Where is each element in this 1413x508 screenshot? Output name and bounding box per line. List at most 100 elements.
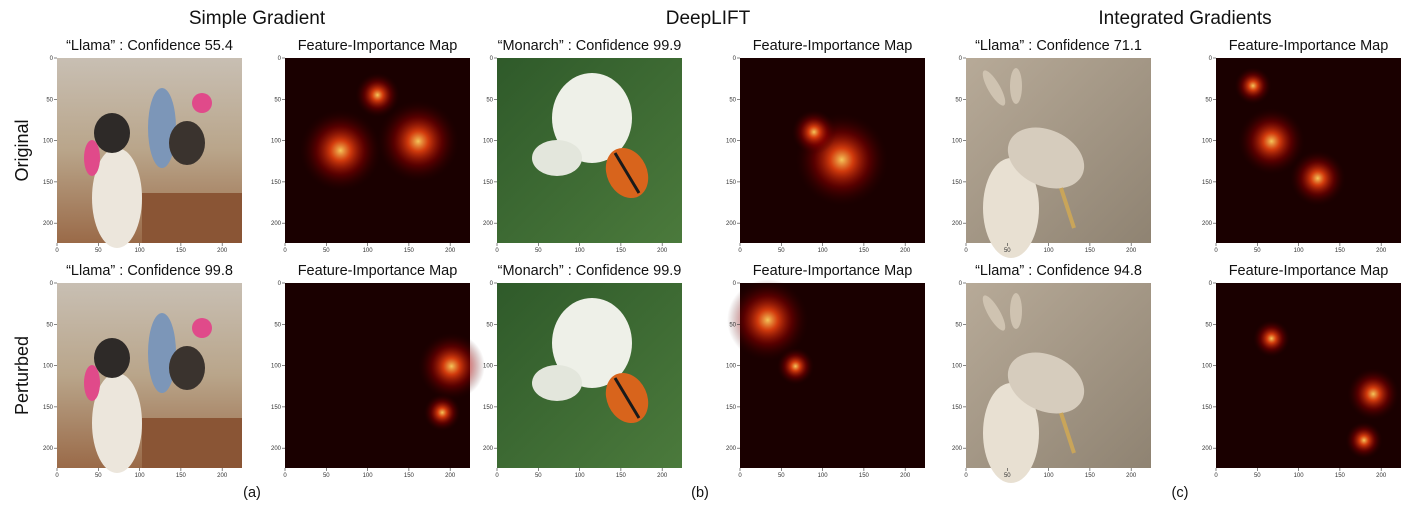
tassel: [84, 140, 100, 176]
x-tick-label: 200: [217, 473, 228, 479]
x-tick-label: 150: [859, 473, 870, 479]
y-tick-label: 0: [278, 281, 282, 287]
input-image: [57, 283, 242, 473]
tassel: [84, 365, 100, 401]
x-tick-label: 150: [1085, 248, 1096, 254]
x-tick-label: 50: [1004, 248, 1011, 254]
ground: [142, 418, 242, 468]
y-tick-label: 0: [490, 56, 494, 62]
heat-blob: [1346, 422, 1383, 459]
y-tick-label: 50: [1205, 322, 1212, 328]
y-tick-label: 50: [729, 322, 736, 328]
x-tick-label: 200: [445, 248, 456, 254]
y-tick-label: 200: [271, 446, 282, 452]
y-tick-label: 150: [483, 180, 494, 186]
heat-blob: [1347, 368, 1399, 420]
y-tick-label: 150: [483, 405, 494, 411]
tassel: [192, 93, 212, 113]
llama-head: [169, 121, 205, 165]
y-tick-label: 50: [274, 322, 281, 328]
input-image: [966, 58, 1151, 258]
llama-head: [94, 113, 130, 153]
heat-blob: [355, 73, 399, 117]
x-tick-label: 0: [55, 248, 59, 254]
y-tick-label: 200: [726, 221, 737, 227]
y-tick-label: 150: [726, 180, 737, 186]
method-group: Integrated Gradients(c)“Llama” : Confide…: [952, 8, 1401, 501]
x-tick-label: 0: [495, 473, 499, 479]
y-tick-label: 50: [274, 97, 281, 103]
x-tick-label: 50: [1004, 473, 1011, 479]
input-image: [497, 283, 682, 468]
x-tick-label: 100: [1044, 248, 1055, 254]
y-tick-label: 50: [486, 97, 493, 103]
y-tick-label: 200: [1202, 446, 1213, 452]
x-tick-label: 150: [1335, 248, 1346, 254]
image-title: “Llama” : Confidence 99.8: [66, 263, 233, 279]
x-tick-label: 50: [95, 248, 102, 254]
subfigure-label: (a): [243, 485, 261, 501]
input-image: [497, 58, 682, 243]
x-tick-label: 150: [859, 248, 870, 254]
x-tick-label: 200: [1126, 248, 1137, 254]
y-tick-label: 200: [43, 221, 54, 227]
y-tick-label: 0: [959, 281, 963, 287]
flowers: [532, 140, 582, 176]
y-tick-label: 150: [43, 180, 54, 186]
x-tick-label: 50: [535, 473, 542, 479]
y-tick-label: 100: [952, 364, 963, 370]
y-tick-label: 50: [486, 322, 493, 328]
person: [148, 313, 176, 393]
x-tick-label: 50: [1254, 473, 1261, 479]
y-tick-label: 100: [271, 139, 282, 145]
x-tick-label: 200: [900, 248, 911, 254]
y-tick-label: 150: [952, 405, 963, 411]
flowers: [532, 365, 582, 401]
method-title: Simple Gradient: [189, 8, 326, 29]
x-tick-label: 100: [575, 248, 586, 254]
y-tick-label: 200: [271, 221, 282, 227]
y-tick-label: 0: [278, 56, 282, 62]
x-tick-label: 200: [445, 473, 456, 479]
y-tick-label: 0: [490, 281, 494, 287]
x-tick-label: 200: [900, 473, 911, 479]
image-title: “Llama” : Confidence 55.4: [66, 38, 233, 54]
x-tick-label: 100: [363, 248, 374, 254]
x-tick-label: 0: [55, 473, 59, 479]
y-tick-label: 50: [955, 322, 962, 328]
x-tick-label: 100: [818, 248, 829, 254]
x-tick-label: 100: [363, 473, 374, 479]
llama-ear: [1010, 293, 1022, 329]
x-tick-label: 0: [283, 248, 287, 254]
x-tick-label: 150: [1085, 473, 1096, 479]
map-title: Feature-Importance Map: [753, 263, 913, 279]
x-tick-label: 0: [964, 248, 968, 254]
y-tick-label: 100: [1202, 139, 1213, 145]
x-tick-label: 100: [1294, 248, 1305, 254]
map-title: Feature-Importance Map: [298, 38, 458, 54]
y-tick-label: 0: [1209, 281, 1213, 287]
heat-blob: [1235, 67, 1272, 104]
y-tick-label: 100: [1202, 364, 1213, 370]
row-label: Perturbed: [12, 336, 32, 415]
x-tick-label: 200: [1376, 248, 1387, 254]
heat-blob: [792, 110, 836, 154]
heat-blob: [777, 348, 814, 385]
x-tick-label: 100: [1044, 473, 1055, 479]
method-title: DeepLIFT: [666, 8, 751, 29]
llama-ear: [1010, 68, 1022, 104]
y-tick-label: 0: [733, 281, 737, 287]
x-tick-label: 200: [1126, 473, 1137, 479]
x-tick-label: 200: [217, 248, 228, 254]
row-label: Original: [12, 119, 32, 181]
y-tick-label: 200: [1202, 221, 1213, 227]
x-tick-label: 100: [818, 473, 829, 479]
x-tick-label: 150: [176, 473, 187, 479]
y-tick-label: 150: [726, 405, 737, 411]
y-tick-label: 100: [43, 139, 54, 145]
x-tick-label: 0: [1214, 473, 1218, 479]
map-title: Feature-Importance Map: [1229, 263, 1389, 279]
y-tick-label: 0: [959, 56, 963, 62]
x-tick-label: 200: [1376, 473, 1387, 479]
